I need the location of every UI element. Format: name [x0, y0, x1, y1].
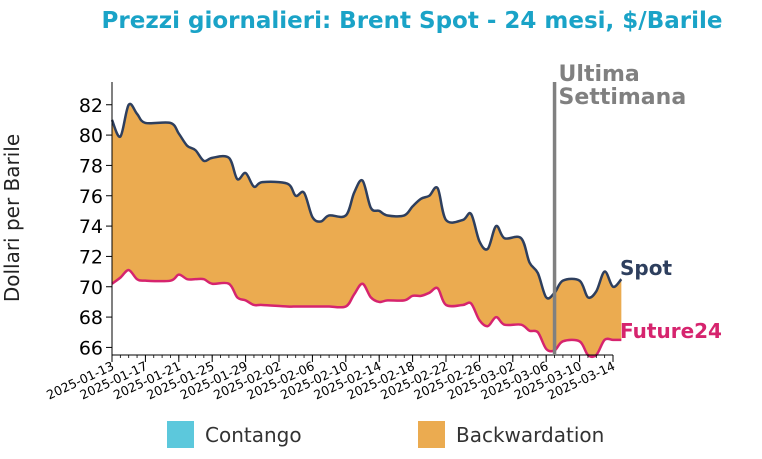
y-tick-label: 66 — [79, 337, 103, 359]
y-tick-label: 80 — [79, 125, 103, 147]
y-tick-label: 70 — [79, 277, 103, 299]
legend-label-backwardation: Backwardation — [456, 423, 604, 447]
spot-series-label: Spot — [620, 256, 672, 280]
y-tick-label: 76 — [79, 186, 103, 208]
legend-swatch-backwardation — [418, 421, 445, 448]
y-tick-label: 72 — [79, 246, 103, 268]
future24-series-line — [111, 268, 622, 359]
legend-swatch-contango — [167, 421, 194, 448]
legend-label-contango: Contango — [205, 423, 302, 447]
y-tick-label: 68 — [79, 307, 103, 329]
spot-series-line — [110, 102, 623, 300]
backwardation-area — [112, 103, 622, 357]
y-axis: 66 68 70 72 74 76 78 80 82 — [79, 82, 113, 359]
y-axis-label: Dollari per Barile — [0, 134, 24, 302]
future24-series-label: Future24 — [620, 319, 722, 343]
legend: Contango Backwardation — [167, 421, 604, 448]
y-tick-label: 78 — [79, 155, 103, 177]
last-week-label-line2: Settimana — [559, 85, 687, 110]
chart-title: Prezzi giornalieri: Brent Spot - 24 mesi… — [102, 8, 723, 34]
last-week-label-line1: Ultima — [559, 62, 640, 87]
y-tick-label: 74 — [79, 216, 103, 238]
y-tick-label: 82 — [79, 95, 103, 117]
x-axis: 2025-01-132025-01-172025-01-212025-01-25… — [44, 354, 617, 402]
plot-area — [110, 102, 623, 359]
